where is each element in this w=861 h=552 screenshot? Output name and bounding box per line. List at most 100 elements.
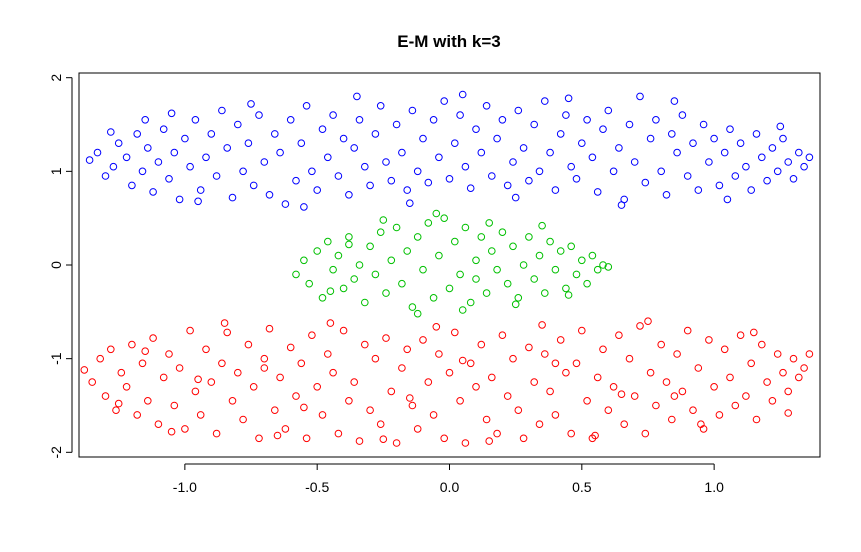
data-point xyxy=(432,209,441,218)
data-point xyxy=(530,275,539,283)
data-point xyxy=(440,434,449,443)
data-point xyxy=(723,195,732,204)
data-point xyxy=(239,167,247,176)
data-points xyxy=(80,90,814,447)
x-tick-label: 1.0 xyxy=(704,479,724,495)
data-point xyxy=(604,406,613,415)
data-point xyxy=(641,429,650,438)
data-point xyxy=(776,122,785,131)
data-point xyxy=(419,336,427,344)
data-point xyxy=(387,387,396,396)
data-point xyxy=(578,326,586,335)
data-point xyxy=(461,223,470,232)
data-point xyxy=(742,392,750,400)
data-point xyxy=(212,172,221,180)
data-point xyxy=(689,406,697,415)
data-point xyxy=(472,383,480,391)
data-point xyxy=(186,162,194,171)
x-tick-label: 0.5 xyxy=(572,479,592,495)
data-point xyxy=(556,247,565,255)
data-point xyxy=(403,186,412,194)
data-point xyxy=(107,128,115,136)
data-point xyxy=(493,429,501,438)
data-point xyxy=(445,368,454,377)
data-point xyxy=(228,397,237,405)
data-point xyxy=(593,373,602,382)
data-point xyxy=(752,415,761,424)
data-point xyxy=(191,387,200,396)
data-point xyxy=(498,331,507,340)
data-point xyxy=(588,153,597,162)
data-point xyxy=(345,191,353,199)
data-point xyxy=(514,406,523,415)
data-point xyxy=(228,193,237,202)
data-point xyxy=(630,158,639,166)
data-point xyxy=(334,429,343,438)
data-point xyxy=(493,265,501,274)
data-point xyxy=(694,186,703,194)
data-point xyxy=(768,397,777,405)
data-point xyxy=(93,148,102,157)
data-point xyxy=(617,201,626,209)
data-point xyxy=(353,92,361,101)
data-point xyxy=(705,336,713,344)
data-point xyxy=(720,345,729,354)
data-point xyxy=(128,340,136,349)
data-point xyxy=(636,322,644,330)
data-point xyxy=(784,158,793,166)
data-point xyxy=(339,326,348,335)
data-point xyxy=(458,356,467,365)
data-point xyxy=(265,191,274,199)
data-point xyxy=(546,237,554,246)
data-point xyxy=(324,153,332,162)
data-point xyxy=(128,181,136,190)
data-point xyxy=(620,420,629,429)
data-point xyxy=(604,263,613,271)
data-point xyxy=(392,223,401,232)
data-point xyxy=(617,390,626,399)
data-point xyxy=(599,345,607,354)
data-point xyxy=(186,326,194,335)
data-point xyxy=(477,148,486,157)
data-point xyxy=(641,178,650,187)
cluster-3 xyxy=(80,317,814,447)
data-point xyxy=(567,242,576,251)
data-point xyxy=(477,340,486,349)
data-point xyxy=(313,247,322,255)
data-point xyxy=(720,148,729,157)
data-point xyxy=(668,130,676,138)
data-point xyxy=(324,350,332,358)
data-point xyxy=(387,256,396,265)
data-point xyxy=(366,242,374,251)
data-point xyxy=(800,364,808,372)
data-point xyxy=(398,148,406,157)
data-point xyxy=(276,373,284,382)
data-point xyxy=(318,411,327,419)
data-point xyxy=(133,130,141,138)
data-point xyxy=(498,116,507,124)
data-point xyxy=(260,364,269,372)
data-point xyxy=(784,387,793,396)
data-point xyxy=(329,368,337,377)
data-point xyxy=(382,289,390,297)
data-point xyxy=(683,172,692,180)
data-point xyxy=(514,294,523,302)
data-point xyxy=(683,326,692,335)
data-point xyxy=(636,92,644,101)
data-point xyxy=(456,397,464,405)
data-point xyxy=(202,153,210,162)
data-point xyxy=(625,120,634,129)
cluster-2 xyxy=(292,209,613,318)
cluster-1 xyxy=(85,90,814,211)
data-point xyxy=(276,148,284,157)
data-point xyxy=(149,188,157,196)
data-point xyxy=(451,237,459,246)
data-point xyxy=(509,242,517,251)
data-point xyxy=(96,354,104,363)
data-point xyxy=(662,378,671,386)
data-point xyxy=(392,439,401,447)
data-point xyxy=(170,148,179,157)
data-point xyxy=(689,139,697,147)
data-point xyxy=(644,317,652,326)
data-point xyxy=(503,392,512,400)
